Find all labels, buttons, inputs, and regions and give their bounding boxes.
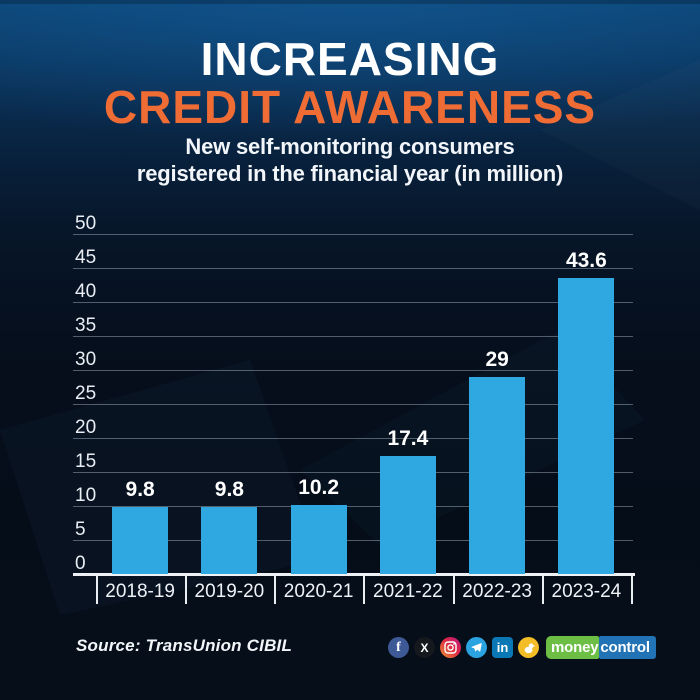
- subtitle-line2: registered in the financial year (in mil…: [136, 161, 564, 186]
- gridline: [73, 268, 633, 269]
- gridline: [73, 404, 633, 405]
- x-axis-label: 2023-24: [551, 581, 622, 602]
- moneycontrol-logo: money control: [546, 636, 656, 659]
- gridline: [73, 302, 633, 303]
- x-axis-label: 2020-21: [283, 581, 354, 602]
- moneycontrol-logo-money: money: [546, 636, 600, 659]
- title-line2: CREDIT AWARENESS: [103, 81, 597, 133]
- x-twitter-icon: X: [414, 637, 435, 658]
- x-axis-label: 2021-22: [373, 581, 443, 602]
- facebook-icon: f: [388, 637, 409, 658]
- gridline: [73, 472, 633, 473]
- bar-value-label: 10.2: [298, 475, 340, 499]
- axis-tick: [363, 575, 366, 604]
- y-axis-label: 45: [75, 247, 97, 268]
- bar-value-label: 43.6: [565, 248, 607, 272]
- telegram-icon: [466, 637, 487, 658]
- y-axis-label: 40: [75, 281, 97, 302]
- instagram-icon: [440, 637, 461, 658]
- top-edge-shade: [0, 0, 700, 4]
- y-axis-label: 30: [75, 349, 97, 370]
- linkedin-icon: in: [492, 637, 513, 658]
- gridline: [73, 234, 633, 235]
- y-axis-label: 25: [75, 383, 97, 404]
- bar-value-label: 9.8: [214, 478, 244, 502]
- axis-tick: [274, 575, 276, 604]
- y-axis-label: 15: [75, 451, 97, 472]
- bar-2022-23: [469, 376, 526, 574]
- axis-tick: [541, 575, 544, 604]
- koo-icon: [518, 637, 539, 658]
- moneycontrol-logo-control: control: [599, 636, 656, 659]
- source-note: Source: TransUnion CIBIL: [76, 636, 293, 655]
- axis-tick: [184, 575, 187, 604]
- y-axis-label: 10: [75, 485, 97, 506]
- y-axis-label: 5: [75, 519, 86, 540]
- bar-2020-21: [290, 504, 347, 574]
- bar-2023-24: [558, 277, 615, 574]
- y-axis-label: 50: [75, 213, 97, 234]
- axis-tick: [631, 575, 633, 604]
- bar-2021-22: [379, 455, 436, 574]
- bar-2019-20: [201, 507, 258, 574]
- y-axis-label: 35: [75, 315, 97, 336]
- bar-value-label: 9.8: [125, 478, 155, 502]
- bar-value-label: 29: [485, 347, 509, 371]
- y-axis-label: 0: [75, 553, 86, 574]
- chart-subtitle: New self-monitoring consumers registered…: [0, 133, 700, 187]
- subtitle-line1: New self-monitoring consumers: [185, 134, 515, 159]
- gridline: [73, 370, 633, 371]
- gridline: [73, 506, 633, 507]
- bar-value-label: 17.4: [387, 426, 429, 450]
- axis-tick: [95, 575, 98, 604]
- x-axis-label: 2019-20: [194, 581, 265, 602]
- bar-2018-19: [112, 507, 169, 574]
- gridline: [73, 438, 633, 439]
- x-axis-line: [73, 573, 635, 576]
- title-line1: INCREASING: [200, 33, 500, 85]
- social-icons-row: f X in money control: [388, 636, 656, 659]
- gridline: [73, 336, 633, 337]
- axis-tick: [452, 575, 455, 604]
- x-axis-label: 2018-19: [105, 581, 175, 602]
- y-axis-label: 20: [75, 417, 97, 438]
- gridline: [73, 540, 633, 541]
- x-axis-label: 2022-23: [462, 581, 532, 602]
